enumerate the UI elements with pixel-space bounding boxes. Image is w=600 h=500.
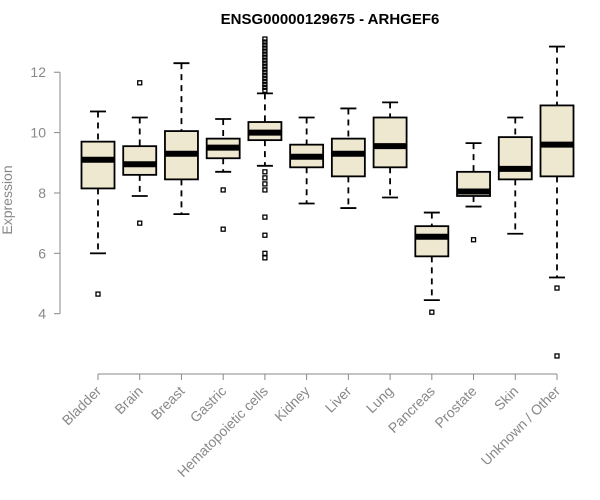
x-tick-label: Liver <box>322 383 355 416</box>
x-tick-label: Unknown / Other <box>478 383 564 469</box>
outlier-point <box>262 54 268 60</box>
y-tick-label: 10 <box>30 125 46 141</box>
boxes-group <box>80 36 575 359</box>
x-tick-label: Breast <box>148 383 188 423</box>
outlier-point <box>262 36 268 42</box>
y-tick-label: 4 <box>38 306 46 322</box>
chart-title: ENSG00000129675 - ARHGEF6 <box>221 11 440 28</box>
outlier-point <box>262 250 268 256</box>
iqr-box <box>122 145 158 176</box>
outlier-point <box>262 84 268 90</box>
box-bladder <box>80 110 116 297</box>
outlier-point <box>262 78 268 84</box>
iqr-box <box>372 116 408 169</box>
iqr-box <box>414 225 450 258</box>
outlier-point <box>262 72 268 78</box>
outlier-point <box>262 51 268 57</box>
outlier-point <box>262 57 268 63</box>
outlier-point <box>262 214 268 220</box>
outlier-point <box>262 75 268 81</box>
box-unknown-other <box>539 45 575 359</box>
outlier-point <box>262 69 268 75</box>
outlier-point <box>262 60 268 66</box>
outlier-point <box>554 285 560 291</box>
outlier-point <box>262 181 268 187</box>
outlier-point <box>262 42 268 48</box>
outlier-point <box>262 255 268 261</box>
y-tick-label: 6 <box>38 245 46 261</box>
outlier-point <box>262 232 268 238</box>
outlier-point <box>262 169 268 175</box>
box-pancreas <box>414 211 450 315</box>
outlier-point <box>262 87 268 93</box>
iqr-box <box>497 136 533 181</box>
outlier-point <box>262 48 268 54</box>
iqr-box <box>539 104 575 178</box>
box-prostate <box>456 142 491 243</box>
iqr-box <box>330 137 366 178</box>
y-axis-label: Expression <box>0 165 15 234</box>
box-breast <box>164 62 199 215</box>
box-brain <box>122 80 158 226</box>
x-tick-label: Bladder <box>59 383 105 429</box>
outlier-point <box>262 175 268 181</box>
outlier-point <box>262 66 268 72</box>
outlier-point <box>137 80 143 86</box>
outlier-point <box>262 63 268 69</box>
x-tick-label: Brain <box>111 383 145 417</box>
outlier-point <box>429 309 435 315</box>
box-kidney <box>289 116 325 205</box>
outlier-point <box>262 45 268 51</box>
box-skin <box>497 116 533 235</box>
outlier-point <box>262 39 268 45</box>
x-tick-label: Skin <box>491 383 522 414</box>
box-gastric <box>205 118 241 232</box>
box-liver <box>330 107 366 209</box>
outlier-point <box>554 353 560 359</box>
outlier-point <box>262 81 268 87</box>
x-tick-label: Prostate <box>431 383 479 431</box>
x-tick-label: Kidney <box>271 383 313 425</box>
y-tick-label: 12 <box>30 64 46 80</box>
box-hematopoietic-cells <box>247 36 283 261</box>
outlier-point <box>470 237 477 243</box>
x-tick-label: Lung <box>363 383 396 416</box>
outlier-point <box>220 187 226 193</box>
y-tick-label: 8 <box>38 185 46 201</box>
box-lung <box>372 101 408 199</box>
iqr-box <box>80 140 116 190</box>
outlier-point <box>220 226 226 232</box>
outlier-point <box>262 187 268 193</box>
outlier-point <box>95 291 101 297</box>
outlier-point <box>137 220 143 226</box>
